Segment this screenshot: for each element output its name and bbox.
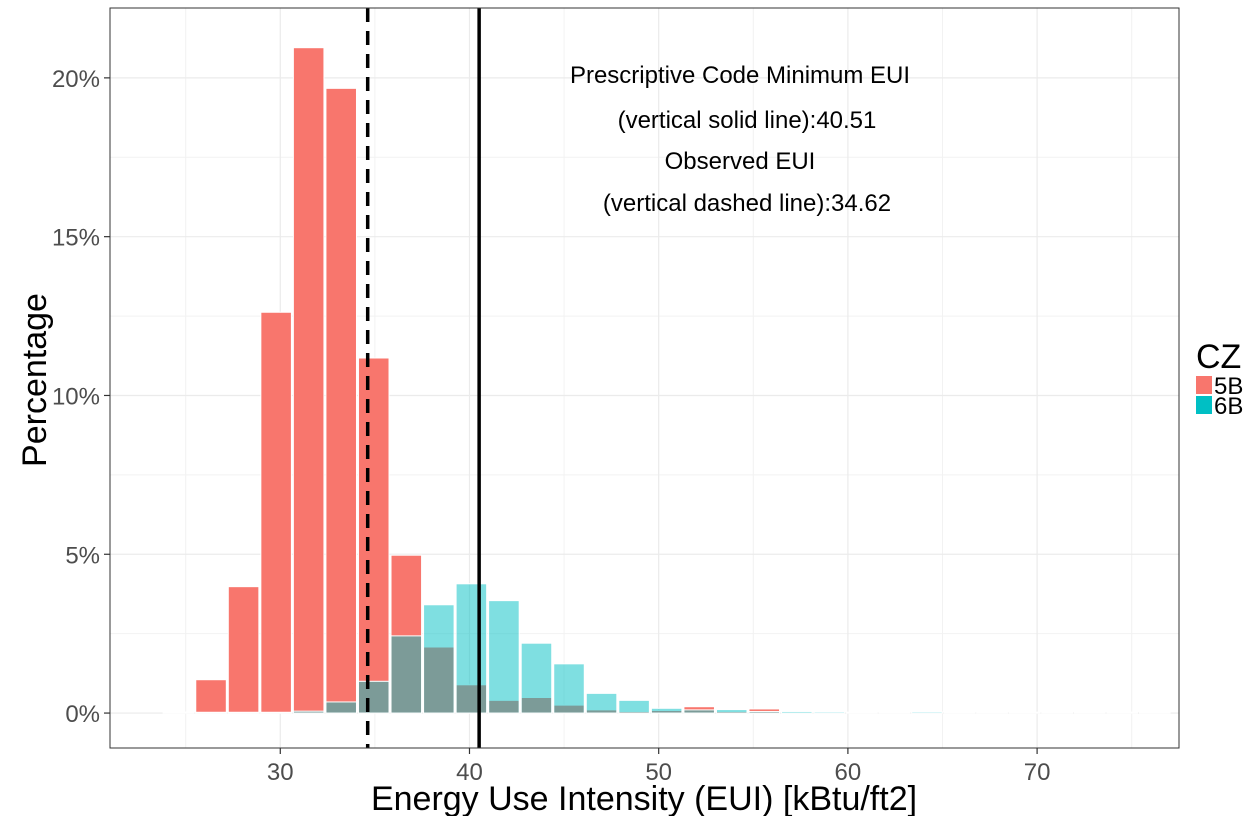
bar-6b bbox=[846, 711, 878, 714]
y-tick-label: 5% bbox=[65, 542, 100, 569]
legend-swatch-6b bbox=[1196, 396, 1212, 414]
bar-6b bbox=[1008, 711, 1041, 714]
x-tick-label: 70 bbox=[1024, 759, 1051, 786]
bar-6b bbox=[813, 711, 846, 714]
legend-label-6b: 6B bbox=[1214, 393, 1243, 420]
y-tick-label: 15% bbox=[52, 225, 100, 252]
bar-5b bbox=[325, 87, 357, 714]
annotation-text: Prescriptive Code Minimum EUI (vertical … bbox=[570, 62, 910, 217]
bar-6b bbox=[1073, 711, 1106, 714]
bar-5b bbox=[227, 586, 260, 714]
y-tick-label: 20% bbox=[52, 66, 100, 93]
x-axis-ticks: 30 40 50 60 70 bbox=[267, 748, 1051, 786]
bar-5b bbox=[292, 47, 325, 714]
annotation-line-3: Observed EUI bbox=[665, 148, 816, 175]
bar-6b bbox=[585, 692, 618, 714]
x-tick-label: 40 bbox=[456, 759, 483, 786]
legend-label-5b: 5B bbox=[1214, 373, 1243, 400]
x-axis-title: Energy Use Intensity (EUI) [kBtu/ft2] bbox=[371, 780, 917, 816]
y-tick-label: 10% bbox=[52, 383, 100, 410]
bar-6b bbox=[195, 711, 227, 714]
bar-6b bbox=[1041, 711, 1073, 714]
y-tick-label: 0% bbox=[65, 701, 100, 728]
legend: CZ 5B 6B bbox=[1196, 338, 1243, 420]
x-tick-label: 60 bbox=[835, 759, 862, 786]
annotation-line-2: (vertical solid line):40.51 bbox=[618, 107, 877, 134]
bar-6b bbox=[781, 710, 813, 714]
plot-border bbox=[109, 7, 1180, 749]
bar-6b bbox=[878, 711, 911, 714]
bar-6b bbox=[292, 710, 325, 714]
bar-6b bbox=[162, 711, 195, 714]
bar-6b bbox=[520, 642, 553, 714]
bar-6b bbox=[390, 635, 423, 714]
annotation-line-4: (vertical dashed line):34.62 bbox=[603, 190, 891, 217]
annotation-line-1: Prescriptive Code Minimum EUI bbox=[570, 62, 910, 89]
bar-6b bbox=[943, 711, 976, 714]
bar-6b bbox=[976, 711, 1008, 714]
bar-6b bbox=[1106, 711, 1139, 714]
bar-5b bbox=[357, 357, 390, 714]
legend-swatch-5b bbox=[1196, 376, 1212, 394]
bar-6b bbox=[1139, 711, 1171, 714]
x-tick-label: 50 bbox=[645, 759, 672, 786]
bar-6b bbox=[911, 711, 943, 714]
bar-6b bbox=[260, 711, 292, 714]
bar-6b bbox=[618, 699, 650, 714]
bar-6b bbox=[650, 707, 683, 714]
bar-6b bbox=[325, 701, 357, 714]
x-tick-label: 30 bbox=[267, 759, 294, 786]
series-6b-bars bbox=[162, 583, 1171, 714]
y-axis-ticks: 0% 5% 10% 15% 20% bbox=[52, 66, 110, 728]
bar-5b bbox=[195, 679, 227, 714]
bar-6b bbox=[423, 604, 455, 714]
bar-6b bbox=[488, 600, 520, 714]
legend-title: CZ bbox=[1196, 338, 1241, 376]
bar-6b bbox=[683, 709, 715, 714]
y-axis-title: Percentage bbox=[16, 293, 54, 467]
bar-6b bbox=[715, 709, 748, 714]
reference-lines bbox=[365, 8, 481, 748]
bar-6b bbox=[357, 680, 390, 714]
bar-6b bbox=[455, 583, 488, 714]
bar-6b bbox=[553, 663, 585, 714]
bar-5b bbox=[260, 311, 292, 714]
bar-6b bbox=[748, 710, 781, 714]
bar-6b bbox=[227, 711, 260, 714]
